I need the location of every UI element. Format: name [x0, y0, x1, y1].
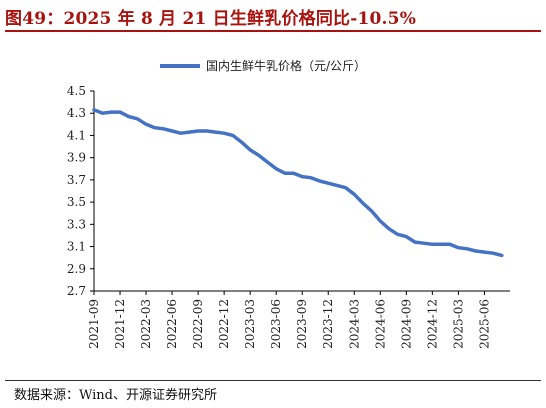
- data-point: [153, 126, 156, 129]
- data-point: [310, 176, 312, 179]
- data-point: [232, 134, 234, 137]
- footer-rule: [5, 380, 541, 381]
- data-point: [414, 241, 416, 243]
- data-point: [370, 210, 373, 212]
- y-tick-label: 4.3: [67, 106, 86, 120]
- data-point: [483, 251, 486, 253]
- data-point: [396, 233, 399, 236]
- x-tick-label: 2024-06: [373, 299, 387, 349]
- data-point: [240, 141, 243, 143]
- data-point: [214, 131, 217, 133]
- x-tick-label: 2021-09: [87, 299, 101, 349]
- y-tick-label: 3.7: [67, 173, 86, 187]
- data-point: [388, 228, 390, 230]
- x-tick-label: 2023-12: [321, 299, 335, 349]
- chart-legend: 国内生鲜牛乳价格（元/公斤）: [160, 58, 366, 73]
- data-point: [180, 132, 182, 134]
- y-tick-label: 4.5: [67, 84, 86, 98]
- title-underline: [5, 30, 541, 32]
- data-point: [422, 242, 425, 244]
- data-point: [223, 132, 225, 134]
- data-point: [171, 130, 173, 132]
- x-tick-label: 2024-03: [347, 299, 361, 349]
- x-tick-label: 2025-06: [477, 299, 491, 349]
- x-tick-label: 2022-12: [217, 299, 231, 349]
- data-point: [275, 168, 278, 170]
- data-point: [249, 149, 251, 151]
- data-point: [206, 130, 208, 132]
- data-point: [110, 111, 113, 113]
- x-tick-label: 2022-06: [165, 299, 179, 349]
- data-point: [119, 111, 121, 113]
- y-tick-label: 3.5: [67, 195, 86, 209]
- data-point: [292, 172, 295, 174]
- data-point: [379, 220, 382, 222]
- data-point: [258, 154, 260, 157]
- data-point: [197, 130, 199, 132]
- data-point: [448, 243, 451, 246]
- data-point: [440, 243, 442, 246]
- data-point: [362, 202, 364, 204]
- source-note: 数据来源：Wind、开源证券研究所: [14, 388, 217, 403]
- x-tick-label: 2021-12: [113, 299, 127, 349]
- y-tick-label: 3.3: [67, 217, 86, 231]
- x-tick-label: 2022-03: [139, 299, 153, 349]
- data-point: [501, 254, 503, 257]
- data-point: [336, 184, 338, 187]
- plot-area: [92, 108, 504, 258]
- figure-title: 图49：2025 年 8 月 21 日生鲜乳价格同比-10.5%: [5, 9, 417, 29]
- data-point: [318, 180, 321, 182]
- data-point: [457, 246, 460, 249]
- x-tick-label: 2022-09: [191, 299, 205, 349]
- legend-label: 国内生鲜牛乳价格（元/公斤）: [206, 58, 366, 73]
- x-axis: 2021-09 2021-12 2022-03 2022-06 2022-09 2022-…: [87, 290, 510, 349]
- data-point: [431, 243, 434, 246]
- data-point: [93, 109, 95, 111]
- y-tick-label: 3.9: [67, 151, 86, 165]
- x-tick-label: 2023-06: [269, 299, 283, 349]
- data-point: [188, 131, 191, 133]
- x-tick-label: 2025-03: [451, 299, 465, 349]
- data-point: [127, 115, 130, 118]
- data-point: [266, 161, 269, 163]
- data-point: [353, 193, 356, 196]
- data-point: [284, 172, 286, 174]
- data-point: [474, 250, 477, 252]
- data-point: [344, 186, 347, 189]
- y-tick-label: 2.9: [67, 262, 86, 276]
- data-point: [466, 248, 468, 250]
- data-point: [101, 112, 104, 114]
- y-tick-label: 3.1: [67, 240, 86, 254]
- data-point: [145, 123, 147, 126]
- data-point: [405, 235, 408, 238]
- data-point: [136, 118, 139, 120]
- y-tick-label: 2.7: [67, 284, 86, 298]
- data-point: [301, 175, 304, 178]
- data-point: [162, 128, 165, 130]
- x-tick-label: 2023-03: [243, 299, 257, 349]
- x-tick-label: 2023-09: [295, 299, 309, 349]
- y-tick-label: 4.1: [67, 128, 86, 142]
- x-tick-label: 2024-12: [425, 299, 439, 349]
- series-line: [92, 108, 504, 258]
- data-point: [327, 182, 330, 184]
- y-axis: 2.7 2.9 3.1 3.3 3.5 3.7 3.9 4.1 4.3 4.5: [67, 84, 95, 298]
- x-tick-label: 2024-09: [399, 299, 413, 349]
- data-point: [492, 252, 494, 254]
